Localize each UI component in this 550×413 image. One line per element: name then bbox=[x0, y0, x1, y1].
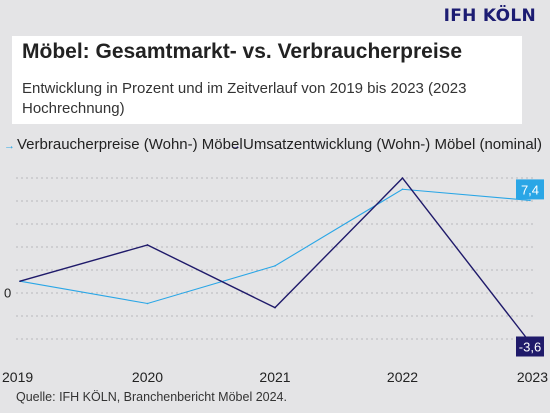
legend-arrow-icon: → bbox=[4, 140, 15, 152]
data-point bbox=[274, 306, 276, 309]
x-tick-label: 2022 bbox=[387, 369, 418, 385]
data-point bbox=[146, 302, 149, 305]
title-box: Möbel: Gesamtmarkt- vs. Verbraucherpreis… bbox=[12, 36, 522, 124]
x-tick-label: 2019 bbox=[2, 369, 33, 385]
data-point bbox=[146, 244, 149, 246]
legend-item-umsatzentwicklung: → Umsatzentwicklung (Wohn-) Möbel (nomina… bbox=[230, 136, 542, 153]
end-value-badge bbox=[516, 336, 544, 357]
data-point bbox=[529, 199, 531, 202]
data-label: -3,6 bbox=[519, 339, 541, 354]
chart-subtitle: Entwicklung in Prozent und im Zeitverlau… bbox=[22, 80, 467, 117]
data-point bbox=[274, 265, 276, 267]
legend-arrow-icon: → bbox=[230, 140, 241, 152]
data-point bbox=[401, 177, 404, 179]
source-note: Quelle: IFH KÖLN, Branchenbericht Möbel … bbox=[16, 390, 287, 404]
data-point bbox=[19, 280, 21, 283]
x-tick-label: 2023 bbox=[517, 369, 548, 385]
legend-label: Umsatzentwicklung (Wohn-) Möbel (nominal… bbox=[243, 136, 542, 153]
ifh-logo: IFH KÖLN bbox=[443, 6, 536, 26]
end-value-badge bbox=[516, 179, 544, 200]
series-line-verbraucherpreise bbox=[19, 188, 531, 305]
legend-label: Verbraucherpreise (Wohn-) Möbel bbox=[17, 136, 243, 153]
legend-item-verbraucherpreise: → Verbraucherpreise (Wohn-) Möbel bbox=[4, 136, 243, 153]
x-tick-label: 2020 bbox=[132, 369, 163, 385]
series-line-umsatzentwicklung bbox=[19, 177, 531, 343]
x-tick-label: 2021 bbox=[259, 369, 290, 385]
chart-title: Möbel: Gesamtmarkt- vs. Verbraucherpreis… bbox=[22, 40, 463, 63]
y-tick-label: 0 bbox=[4, 285, 11, 300]
data-label: 7,4 bbox=[521, 182, 539, 197]
data-point bbox=[401, 188, 404, 191]
